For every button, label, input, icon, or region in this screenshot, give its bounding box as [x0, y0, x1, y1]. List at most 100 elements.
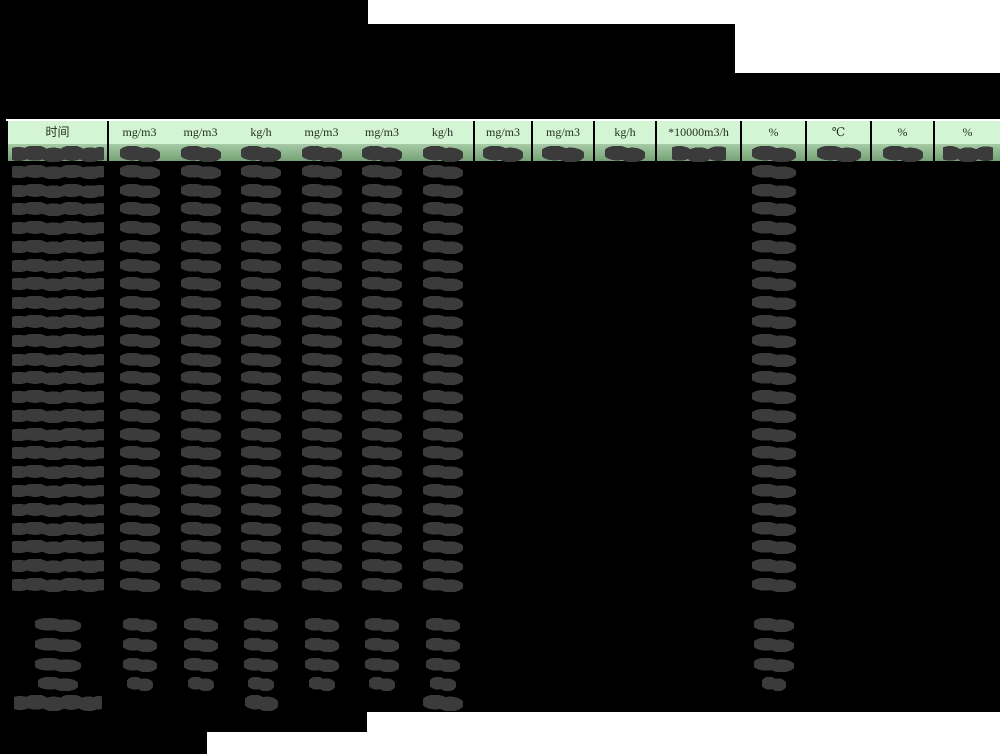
redacted-value [302, 559, 342, 573]
redacted-value [423, 428, 463, 442]
redacted-value [362, 390, 402, 404]
redacted-value [181, 446, 221, 460]
sheet-area-bottom-right [367, 712, 1000, 754]
redacted-value [752, 540, 796, 554]
redacted-value [120, 371, 160, 385]
redacted-value [302, 184, 342, 198]
redacted-value [181, 484, 221, 498]
redacted-summary-label [38, 677, 78, 691]
sheet-area-top-right [735, 23, 1000, 73]
redacted-summary-value [754, 638, 794, 652]
redacted-value [120, 428, 160, 442]
redacted-value [302, 315, 342, 329]
redacted-value [423, 559, 463, 573]
redacted-value [362, 428, 402, 442]
redacted-value [362, 202, 402, 216]
sheet-area-bottom-middle [207, 732, 368, 754]
redacted-value [241, 559, 281, 573]
redacted-summary-value [365, 618, 399, 632]
redacted-value [181, 522, 221, 536]
redacted-summary-value [426, 658, 460, 672]
header-cell-12: ℃ [807, 121, 870, 144]
redacted-value [362, 259, 402, 273]
redacted-value [817, 146, 861, 162]
redacted-value [241, 371, 281, 385]
sheet-area-top-band [368, 0, 1000, 24]
redacted-value [752, 296, 796, 310]
redacted-value [120, 465, 160, 479]
redacted-value [362, 296, 402, 310]
redacted-value [181, 259, 221, 273]
redacted-value [752, 522, 796, 536]
redacted-summary-value [184, 658, 218, 672]
redacted-summary-value [184, 618, 218, 632]
redacted-value [302, 409, 342, 423]
redacted-summary-value [762, 677, 786, 691]
redacted-summary-value [244, 658, 278, 672]
redacted-footer-label [14, 695, 102, 711]
redacted-value [752, 428, 796, 442]
redacted-value [423, 259, 463, 273]
redacted-value [181, 428, 221, 442]
redacted-footer-value [245, 695, 278, 711]
redacted-value [302, 146, 342, 162]
redacted-value [752, 390, 796, 404]
redacted-value [120, 503, 160, 517]
redacted-value [181, 315, 221, 329]
redacted-value [120, 184, 160, 198]
redacted-value [423, 540, 463, 554]
redacted-value [120, 165, 160, 179]
header-cell-1: mg/m3 [109, 121, 170, 144]
redacted-timestamp [12, 202, 104, 216]
redacted-value [181, 277, 221, 291]
redacted-value [181, 165, 221, 179]
redacted-value [362, 146, 402, 162]
redacted-value [943, 146, 993, 162]
redacted-value [120, 409, 160, 423]
redacted-summary-value [754, 658, 794, 672]
redacted-value [302, 522, 342, 536]
redacted-summary-value [365, 638, 399, 652]
redacted-summary-value [305, 658, 339, 672]
redacted-value [362, 184, 402, 198]
redacted-value [302, 165, 342, 179]
redacted-value [241, 503, 281, 517]
redacted-summary-value [248, 677, 274, 691]
redacted-value [302, 578, 342, 592]
redacted-value [752, 165, 796, 179]
redacted-value [423, 146, 463, 162]
redacted-value [423, 522, 463, 536]
redacted-value [752, 277, 796, 291]
redacted-value [362, 240, 402, 254]
redacted-timestamp [12, 503, 104, 517]
redacted-value [241, 390, 281, 404]
header-cell-9: kg/h [595, 121, 655, 144]
redacted-value [423, 184, 463, 198]
redacted-summary-value [123, 618, 157, 632]
redacted-value [423, 503, 463, 517]
redacted-timestamp [12, 240, 104, 254]
redacted-value [241, 184, 281, 198]
redacted-value [423, 484, 463, 498]
header-cell-8: mg/m3 [533, 121, 593, 144]
redacted-footer-value [423, 695, 463, 711]
redacted-value [241, 334, 281, 348]
redacted-value [362, 484, 402, 498]
redacted-value [241, 277, 281, 291]
redacted-value [542, 146, 584, 162]
redacted-value [362, 503, 402, 517]
redacted-value [362, 446, 402, 460]
redacted-value [752, 446, 796, 460]
redacted-value [362, 221, 402, 235]
redacted-timestamp [12, 259, 104, 273]
redacted-value [423, 578, 463, 592]
redacted-value [752, 353, 796, 367]
redacted-value [883, 146, 923, 162]
redacted-value [181, 221, 221, 235]
redacted-value [752, 465, 796, 479]
redacted-timestamp [12, 409, 104, 423]
redacted-value [302, 484, 342, 498]
redacted-value [120, 484, 160, 498]
redacted-value [181, 353, 221, 367]
